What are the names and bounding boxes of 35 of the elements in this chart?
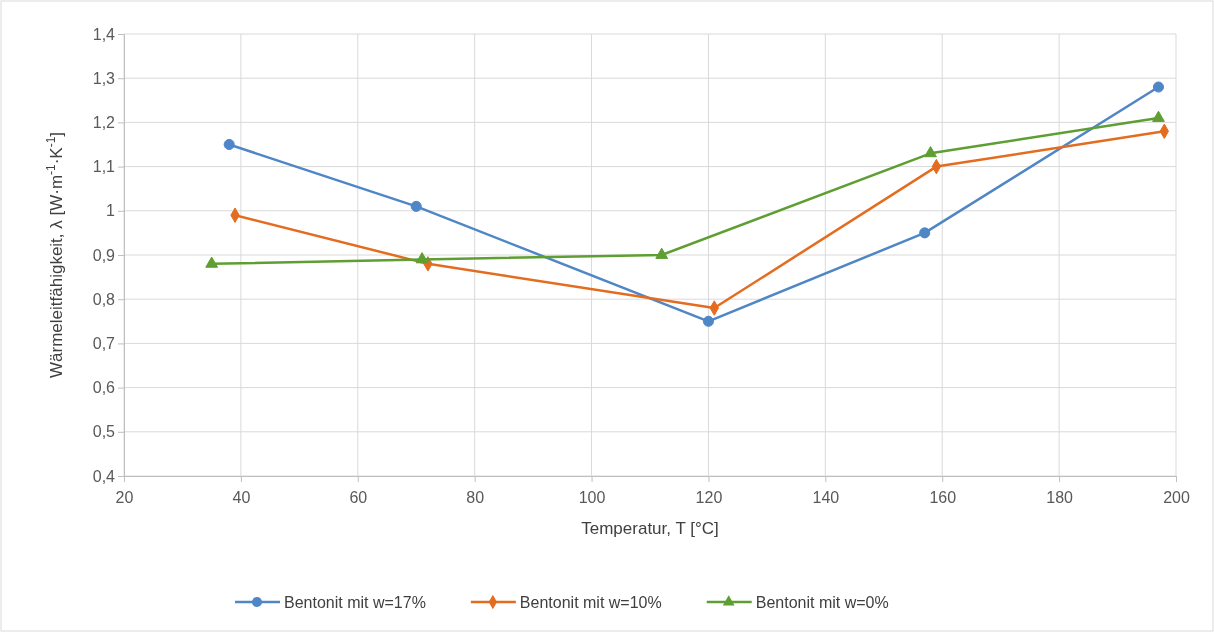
x-tick-label: 40 [232,488,251,506]
y-tick-label: 1 [106,202,116,220]
point [655,247,669,259]
x-tick-label: 120 [695,488,723,506]
legend-label: Bentonit mit w=17% [284,594,426,611]
point [205,256,219,268]
x-tick-label: 100 [578,488,606,506]
x-tick-label: 200 [1163,488,1190,506]
point [410,200,422,212]
point [1152,81,1165,93]
x-tick-label: 60 [349,488,368,506]
x-tick-label: 180 [1046,488,1074,506]
x-axis-title: Temperatur, T [°C] [581,519,719,538]
y-tick-label: 0,4 [92,467,116,485]
x-tick-label: 80 [466,488,485,506]
y-tick-label: 1,4 [92,25,116,43]
point [1152,110,1165,122]
legend-label: Bentonit mit w=0% [755,594,889,611]
y-tick-label: 0,6 [92,379,116,397]
y-tick-label: 1,2 [92,114,116,132]
x-tick-label: 160 [929,488,957,506]
x-tick-label: 20 [115,488,134,506]
legend-label: Bentonit mit w=10% [519,594,662,611]
y-tick-label: 0,9 [92,246,116,264]
y-tick-label: 1,3 [92,69,116,87]
y-tick-label: 0,7 [92,335,116,353]
point [415,252,429,264]
point [223,138,235,151]
x-tick-label: 140 [812,488,840,506]
y-tick-label: 0,5 [92,423,116,441]
point [919,227,931,239]
y-tick-label: 0,8 [92,290,116,308]
point [924,146,937,158]
point [702,315,714,327]
y-tick-label: 1,1 [92,158,116,176]
